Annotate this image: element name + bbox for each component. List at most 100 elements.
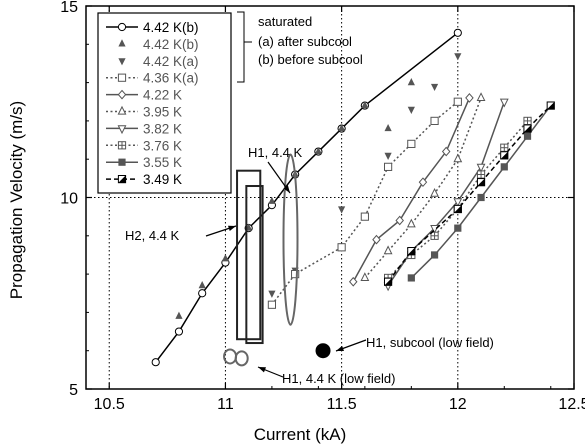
legend-bracket [237,11,245,83]
y-tick-label: 10 [60,191,78,208]
data-point [407,274,415,282]
data-point [476,163,486,173]
data-point [523,132,532,140]
data-point [430,225,439,234]
series-9 [383,101,555,286]
data-point [384,152,392,160]
data-point [453,28,462,37]
data-point [477,193,485,202]
data-point [395,215,404,226]
h1-arrow [267,161,291,194]
annotation-h2-44k: H2, 4.4 K [125,228,180,243]
series-line [271,101,459,306]
data-point [383,162,393,171]
data-point [407,78,415,86]
grid-lines [86,6,574,389]
data-point [453,153,463,163]
legend-item-0: 4.42 K(b) [106,20,199,35]
annotation-h1-subcool: H1, subcool (low field) [366,335,494,350]
subcool-point [315,343,331,359]
data-point [221,254,230,262]
x-tick-label: 12.5 [558,396,585,413]
note-after-subcool: (a) after subcool [258,34,352,49]
data-point [454,224,462,232]
data-point [546,101,555,110]
data-point [499,98,509,108]
legend-marker [117,89,127,100]
data-point [453,97,462,106]
legend-item-7: 3.76 K [106,138,182,153]
data-point [476,92,486,102]
x-axis-label: Current (kA) [254,425,347,444]
data-point [198,280,206,289]
legend-label: 4.42 K(a) [143,54,199,69]
legend-marker [117,141,127,150]
data-point [291,270,300,279]
annotation-shapes [205,153,367,378]
series-4 [348,93,474,287]
data-point [338,123,346,132]
legend-label: 3.82 K [143,121,182,136]
data-point [338,206,346,214]
data-point [383,245,393,255]
data-point [360,272,370,282]
y-tick-label: 15 [60,0,78,16]
data-point [314,146,322,155]
h2-highlight-box [236,169,262,341]
x-tick-label: 10.5 [94,396,125,413]
legend-marker [118,39,126,47]
legend-marker [117,175,127,184]
data-point [430,231,439,240]
data-point [430,116,439,126]
axis-ticks: 10.5 11 11.5 12 12.5 5 10 15 [60,0,585,413]
data-point [268,196,276,204]
legend-label: 4.42 K(b) [143,20,199,35]
legend-item-8: 3.55 K [106,155,182,170]
legend-marker [118,58,126,66]
data-point [151,358,160,367]
data-point [348,276,358,287]
series-line [387,101,505,287]
h2-highlight-box-inner [245,185,264,345]
note-before-subcool: (b) before subcool [258,52,363,67]
data-point [383,277,393,286]
note-saturated: saturated [258,14,312,29]
data-point [523,124,532,133]
series-line [364,97,482,279]
data-point [384,123,392,132]
data-point [430,187,439,197]
data-point [465,93,474,103]
h1-highlight-ellipse [282,153,299,326]
data-point [407,139,416,148]
data-point [267,300,277,309]
data-point [361,100,369,109]
data-point [418,177,428,188]
data-point [360,212,369,221]
data-point [500,143,509,152]
legend-item-4: 4.22 K [106,88,182,103]
data-point [406,218,416,228]
legend-label: 3.76 K [143,138,182,153]
data-point [175,311,183,319]
x-tick-label: 11 [217,396,234,413]
legend-label: 3.55 K [143,155,182,170]
data-point [453,204,462,214]
data-point [174,327,184,336]
annotation-h1-44k: H1, 4.4 K [248,145,303,160]
data-point [476,178,486,187]
legend-marker [118,158,126,166]
legend-item-1: 4.42 K(b) [118,37,199,52]
legend-marker [117,105,127,115]
data-point [268,290,276,298]
legend-label: 3.49 K [143,172,182,187]
legend-label: 3.95 K [143,105,182,120]
x-tick-label: 11.5 [327,396,357,413]
h2-arrow [205,225,237,237]
y-tick-label: 5 [69,382,78,399]
subcool-arrow [335,339,367,352]
legend-label: 4.42 K(b) [143,37,199,52]
legend-item-5: 3.95 K [106,105,182,120]
data-point [454,53,462,61]
low-field-point [223,348,238,365]
